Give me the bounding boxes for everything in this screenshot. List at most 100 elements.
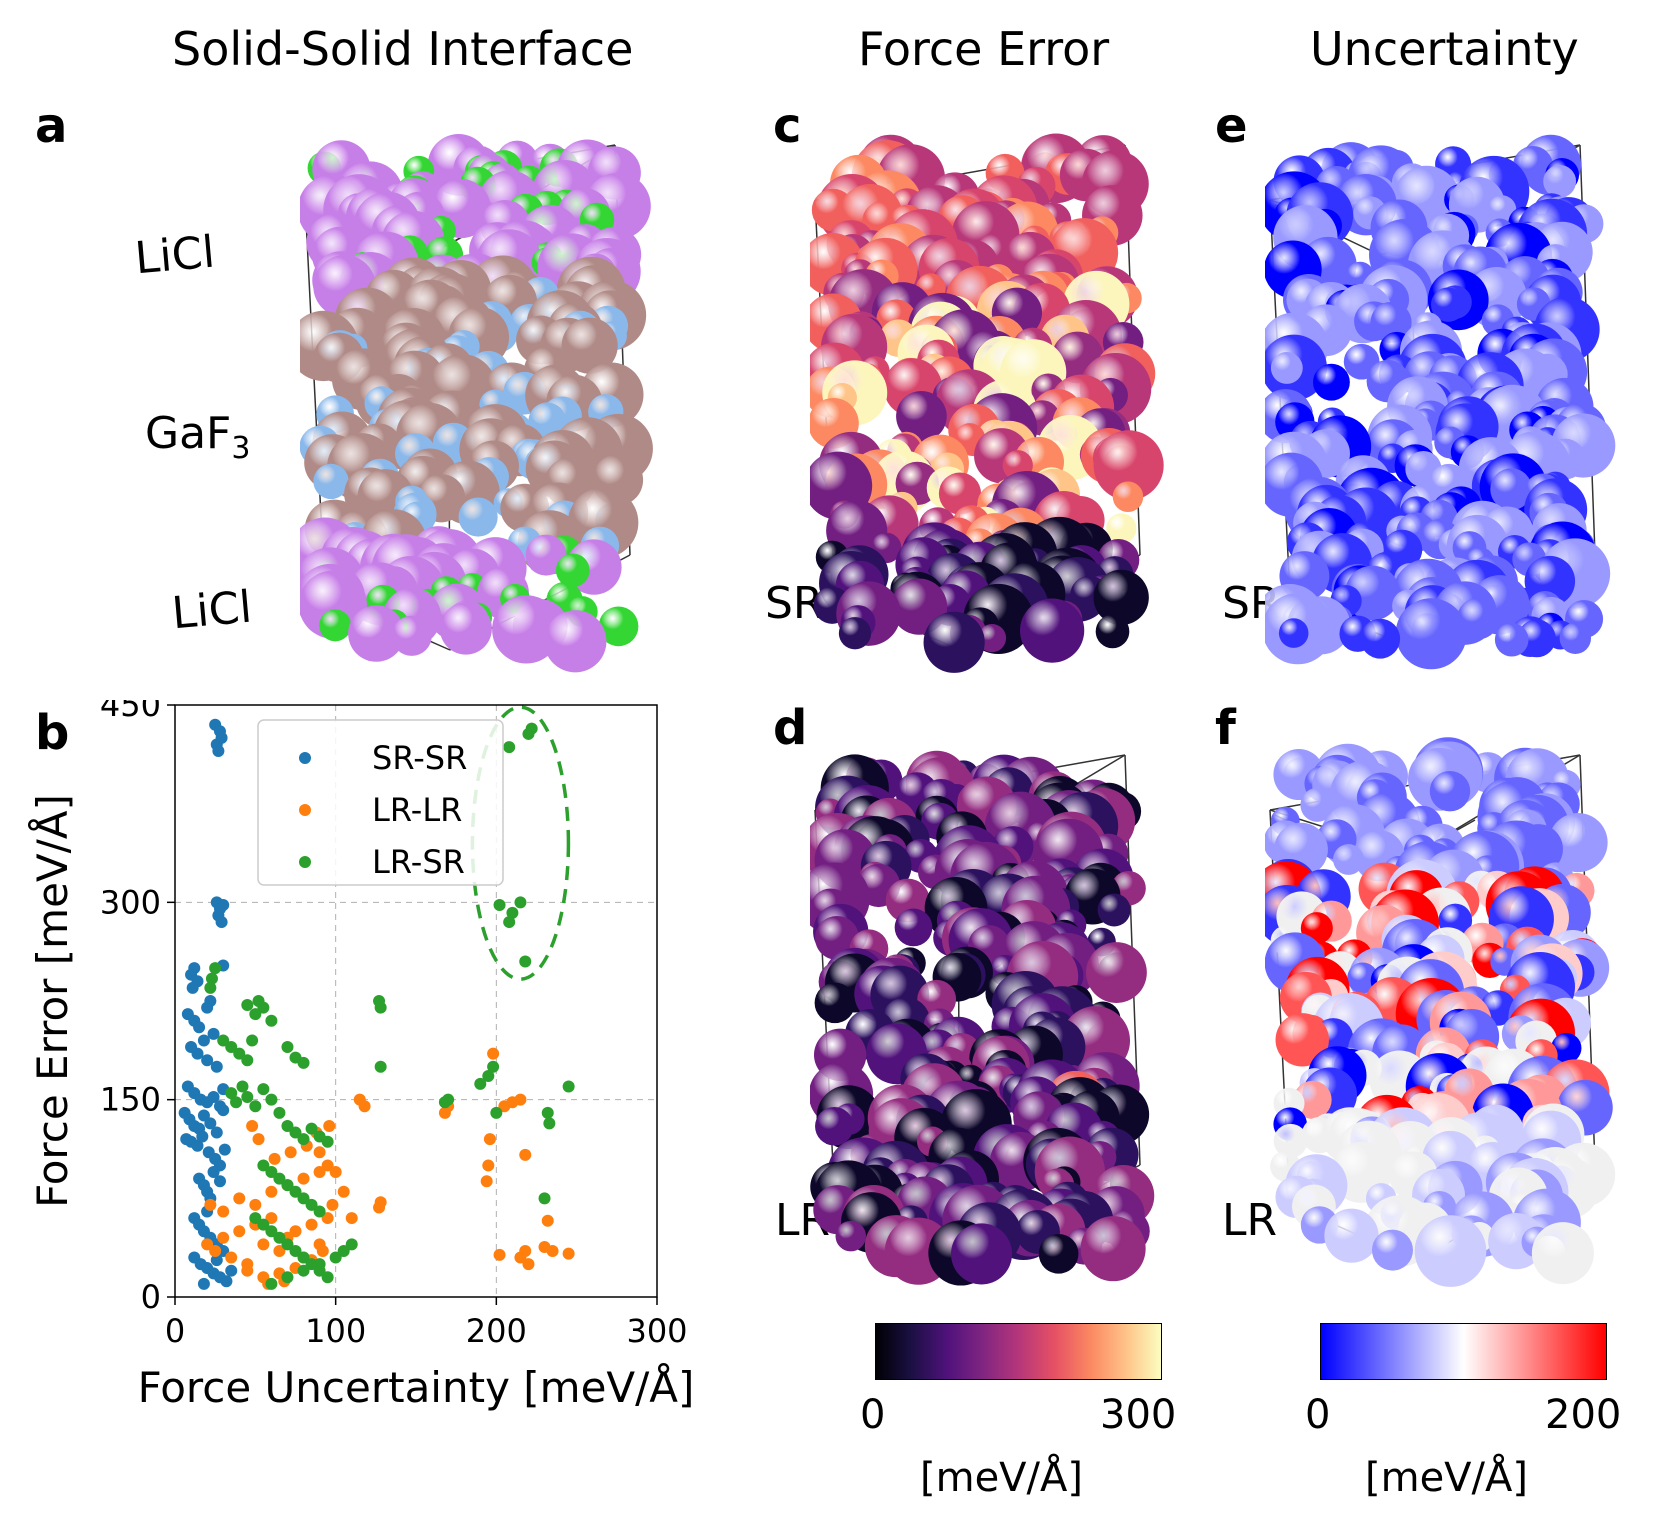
point-lr-lr (289, 1225, 302, 1238)
legend-label: SR-SR (372, 739, 467, 777)
colorbar-uncertainty (1320, 1323, 1607, 1380)
legend: SR-SR LR-LR LR-SR (257, 719, 504, 886)
point-lr-sr (313, 1205, 326, 1218)
point-lr-lr (345, 1212, 358, 1225)
point-lr-sr (249, 1212, 262, 1225)
point-lr-sr (345, 1238, 358, 1251)
point-lr-sr (241, 1054, 254, 1067)
point-lr-lr (316, 1244, 329, 1257)
point-lr-sr (273, 1172, 286, 1185)
scatter-points (178, 718, 575, 1290)
point-lr-lr (323, 1119, 336, 1132)
point-sr-sr (218, 1143, 231, 1156)
point-lr-sr (265, 1277, 278, 1290)
point-lr-sr (297, 1056, 310, 1069)
atom (1275, 1013, 1329, 1067)
atom (598, 606, 639, 647)
atom (1429, 770, 1471, 812)
label-gaf3: GaF3 (145, 408, 251, 466)
atom (1270, 352, 1303, 384)
atom (1273, 1123, 1308, 1158)
point-lr-lr (487, 1047, 500, 1060)
atom (1324, 1208, 1379, 1263)
point-lr-lr (249, 1198, 262, 1211)
point-lr-sr (503, 916, 516, 929)
column-title-interface: Solid-Solid Interface (172, 22, 634, 76)
structure-panel-c (810, 133, 1164, 673)
point-lr-lr (482, 1159, 495, 1172)
colorbar-uncertainty-max: 200 (1545, 1392, 1622, 1438)
point-lr-sr (281, 1041, 294, 1054)
atom (1531, 1222, 1594, 1285)
point-lr-sr (493, 898, 506, 911)
structure-panel-d (810, 750, 1155, 1286)
point-lr-lr (284, 1146, 297, 1159)
point-lr-sr (252, 995, 265, 1007)
point-sr-sr (215, 731, 228, 744)
point-lr-lr (519, 1148, 532, 1161)
point-lr-sr (205, 972, 218, 985)
panel-label-c: c (773, 98, 802, 154)
y-tick-label: 0 (141, 1278, 161, 1316)
atom (1333, 844, 1364, 875)
point-lr-sr (225, 1041, 238, 1054)
atom (1414, 1215, 1487, 1287)
atom (1095, 614, 1130, 649)
point-lr-sr (514, 896, 527, 909)
point-lr-sr (289, 1126, 302, 1139)
legend-label: LR-SR (372, 843, 465, 881)
point-sr-sr (197, 1277, 210, 1290)
column-title-uncertainty: Uncertainty (1310, 22, 1579, 76)
atom (1543, 164, 1577, 198)
atom (950, 1223, 1013, 1285)
atom (1551, 1032, 1582, 1064)
colorbar-force-error-max: 300 (1100, 1392, 1177, 1438)
point-lr-sr (525, 722, 538, 735)
point-lr-sr (249, 1008, 262, 1021)
point-lr-sr (217, 1034, 230, 1047)
point-lr-lr (321, 1212, 334, 1225)
atom (1038, 1233, 1079, 1274)
atom (1517, 619, 1556, 658)
point-lr-sr (265, 1014, 278, 1027)
point-lr-lr (297, 1172, 310, 1185)
atom (1097, 893, 1131, 927)
point-lr-lr (217, 1231, 230, 1244)
panel-label-e: e (1215, 98, 1248, 154)
point-lr-lr (233, 1192, 246, 1205)
point-sr-sr (210, 1126, 223, 1139)
point-lr-sr (297, 1251, 310, 1264)
point-lr-sr (233, 1047, 246, 1060)
point-lr-lr (268, 1152, 281, 1165)
legend-marker (299, 856, 311, 868)
point-lr-sr (204, 981, 217, 994)
point-lr-sr (474, 1077, 487, 1090)
point-sr-sr (215, 916, 228, 929)
atom (838, 617, 872, 650)
point-lr-sr (236, 1080, 249, 1093)
point-lr-lr (241, 1264, 254, 1277)
x-tick-label: 0 (165, 1312, 185, 1350)
atom (1371, 1229, 1414, 1271)
point-lr-sr (442, 1093, 455, 1106)
atom (348, 605, 405, 662)
point-lr-sr (246, 1034, 259, 1047)
point-sr-sr (201, 1054, 214, 1067)
point-lr-lr (204, 1198, 217, 1211)
point-lr-sr (519, 955, 532, 968)
point-lr-lr (514, 1093, 527, 1106)
point-lr-sr (281, 1119, 294, 1132)
atom (1106, 513, 1137, 544)
atom (439, 602, 492, 655)
panel-label-a: a (35, 98, 68, 154)
point-lr-lr (225, 1251, 238, 1264)
point-lr-sr (289, 1244, 302, 1257)
x-tick-label: 300 (626, 1312, 687, 1350)
point-lr-sr (281, 1271, 294, 1284)
point-lr-sr (273, 1231, 286, 1244)
atom (1347, 962, 1379, 994)
atom (319, 609, 352, 642)
point-sr-sr (220, 1275, 233, 1288)
atom (544, 610, 607, 673)
atom (1395, 598, 1467, 670)
